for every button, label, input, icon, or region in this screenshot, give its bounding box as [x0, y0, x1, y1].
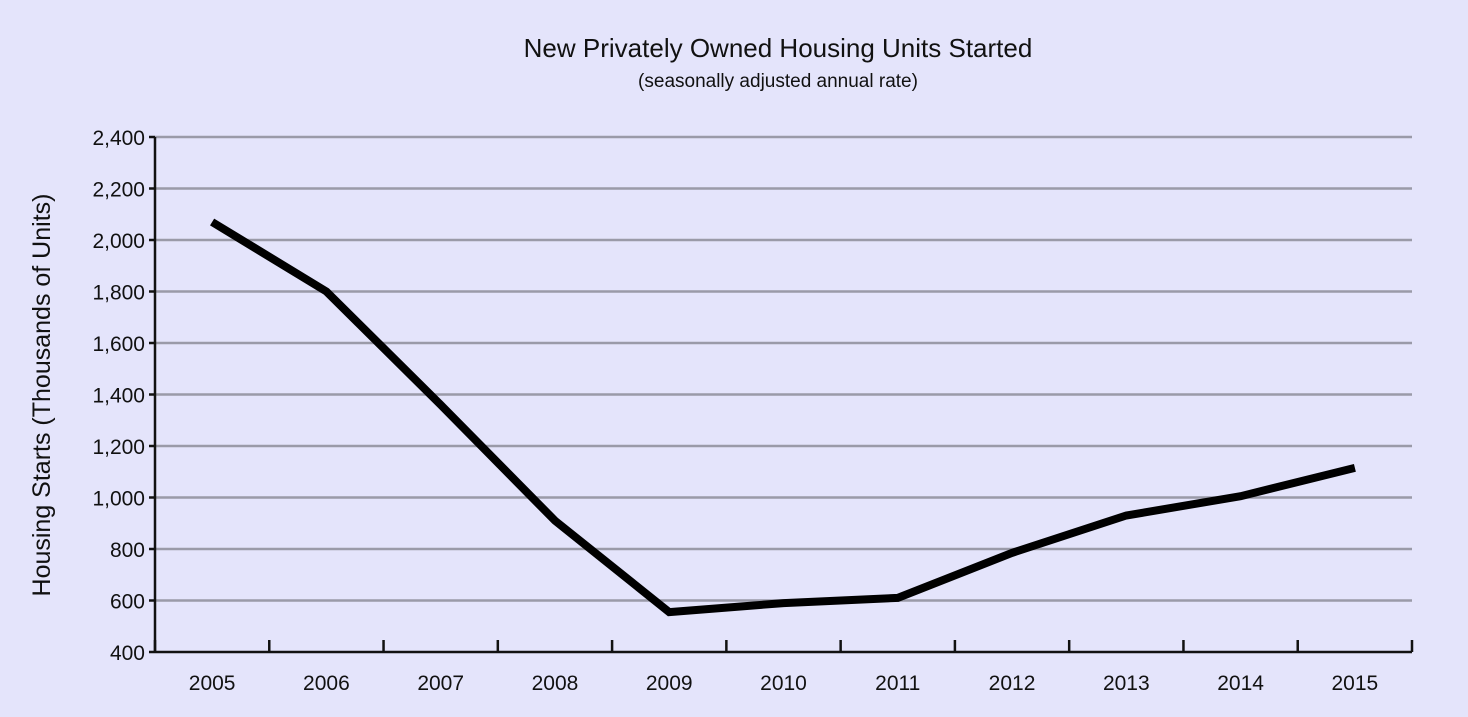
x-tick-label: 2015: [1332, 672, 1379, 695]
y-tick-label: 2,400: [92, 127, 145, 150]
x-tick-label: 2011: [875, 672, 920, 695]
chart-title: New Privately Owned Housing Units Starte…: [524, 33, 1033, 63]
x-tick-label: 2006: [303, 672, 350, 695]
y-tick-label: 1,000: [92, 488, 145, 511]
x-tick-label: 2013: [1103, 672, 1150, 695]
y-tick-label: 600: [110, 591, 145, 614]
x-tick-label: 2008: [532, 672, 579, 695]
y-tick-label: 1,400: [92, 385, 145, 408]
y-tick-label: 1,800: [92, 282, 145, 305]
x-tick-label: 2005: [189, 672, 236, 695]
x-tick-label: 2010: [760, 672, 807, 695]
y-tick-label: 800: [110, 539, 145, 562]
series-layer: [210, 218, 1356, 617]
gridlines: [155, 135, 1412, 602]
x-tick-label: 2014: [1217, 672, 1264, 695]
chart-subtitle: (seasonally adjusted annual rate): [638, 71, 918, 92]
y-tick-label: 2,000: [92, 230, 145, 253]
y-axis-label: Housing Starts (Thousands of Units): [28, 194, 56, 597]
x-axis-ticks: 2005 2006 2007 2008 2009 2010 2011 2012 2013 2014…: [153, 640, 1414, 695]
x-tick-label: 2009: [646, 672, 693, 695]
y-tick-label: 400: [110, 642, 145, 665]
series-line: [210, 218, 1356, 617]
y-tick-label: 2,200: [92, 179, 145, 202]
x-tick-label: 2012: [989, 672, 1036, 695]
y-axis-ticks: 400 600 800 1,000 1,200 1,400 1,600 1,800 2,000 2…: [92, 127, 155, 665]
y-tick-label: 1,600: [92, 333, 145, 356]
y-tick-label: 1,200: [92, 436, 145, 459]
x-tick-label: 2007: [417, 672, 464, 695]
